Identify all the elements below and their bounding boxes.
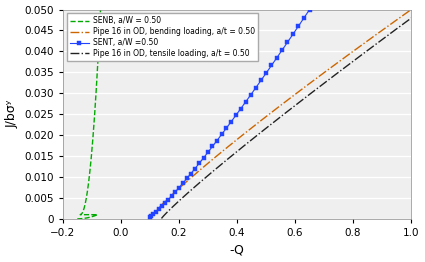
SENT, a/W =0.50 bbox=[162, 202, 167, 205]
Pipe 16 in OD, bending loading, a/t = 0.50 bbox=[245, 130, 250, 133]
SENT, a/W =0.50 bbox=[149, 214, 154, 217]
SENB, a/W = 0.50 bbox=[78, 217, 83, 220]
SENT, a/W =0.50 bbox=[233, 114, 238, 117]
SENT, a/W =0.50 bbox=[197, 162, 202, 165]
SENT, a/W =0.50 bbox=[159, 205, 164, 208]
Line: SENB, a/W = 0.50: SENB, a/W = 0.50 bbox=[77, 9, 100, 219]
SENT, a/W =0.50 bbox=[258, 79, 264, 82]
SENT, a/W =0.50 bbox=[169, 194, 174, 198]
SENT, a/W =0.50 bbox=[151, 212, 156, 216]
SENB, a/W = 0.50 bbox=[98, 8, 103, 11]
SENT, a/W =0.50 bbox=[253, 86, 258, 89]
SENT, a/W =0.50 bbox=[176, 186, 181, 189]
SENT, a/W =0.50 bbox=[193, 167, 198, 170]
SENT, a/W =0.50 bbox=[201, 156, 206, 159]
SENT, a/W =0.50 bbox=[153, 210, 159, 214]
Pipe 16 in OD, tensile loading, a/t = 0.50 bbox=[402, 22, 407, 25]
SENT, a/W =0.50 bbox=[210, 145, 215, 148]
SENT, a/W =0.50 bbox=[264, 72, 269, 75]
Pipe 16 in OD, bending loading, a/t = 0.50 bbox=[158, 205, 163, 208]
SENT, a/W =0.50 bbox=[243, 100, 248, 103]
Pipe 16 in OD, bending loading, a/t = 0.50 bbox=[282, 101, 287, 104]
Pipe 16 in OD, tensile loading, a/t = 0.50 bbox=[256, 132, 261, 135]
SENB, a/W = 0.50 bbox=[85, 192, 90, 195]
Pipe 16 in OD, tensile loading, a/t = 0.50 bbox=[159, 217, 164, 220]
Line: Pipe 16 in OD, bending loading, a/t = 0.50: Pipe 16 in OD, bending loading, a/t = 0.… bbox=[150, 9, 411, 218]
SENT, a/W =0.50 bbox=[274, 56, 279, 59]
X-axis label: -Q: -Q bbox=[230, 243, 244, 256]
Pipe 16 in OD, tensile loading, a/t = 0.50 bbox=[212, 168, 217, 171]
Y-axis label: J/bσʸ: J/bσʸ bbox=[6, 100, 19, 128]
Legend: SENB, a/W = 0.50, Pipe 16 in OD, bending loading, a/t = 0.50, SENT, a/W =0.50, P: SENB, a/W = 0.50, Pipe 16 in OD, bending… bbox=[67, 13, 258, 61]
SENT, a/W =0.50 bbox=[301, 16, 306, 19]
Pipe 16 in OD, tensile loading, a/t = 0.50 bbox=[210, 171, 215, 174]
Pipe 16 in OD, tensile loading, a/t = 0.50 bbox=[293, 103, 298, 107]
SENT, a/W =0.50 bbox=[224, 127, 229, 130]
SENB, a/W = 0.50 bbox=[75, 217, 80, 220]
SENT, a/W =0.50 bbox=[307, 8, 312, 11]
SENB, a/W = 0.50 bbox=[97, 28, 102, 31]
Pipe 16 in OD, tensile loading, a/t = 0.50 bbox=[420, 8, 425, 11]
SENT, a/W =0.50 bbox=[205, 151, 210, 154]
SENT, a/W =0.50 bbox=[215, 139, 220, 142]
Line: SENT, a/W =0.50: SENT, a/W =0.50 bbox=[147, 7, 312, 219]
SENT, a/W =0.50 bbox=[156, 208, 161, 211]
Line: Pipe 16 in OD, tensile loading, a/t = 0.50: Pipe 16 in OD, tensile loading, a/t = 0.… bbox=[162, 9, 423, 219]
SENT, a/W =0.50 bbox=[290, 33, 295, 36]
SENB, a/W = 0.50 bbox=[88, 216, 93, 219]
SENT, a/W =0.50 bbox=[184, 177, 190, 180]
Pipe 16 in OD, bending loading, a/t = 0.50 bbox=[409, 8, 414, 11]
SENB, a/W = 0.50 bbox=[80, 217, 85, 220]
Pipe 16 in OD, bending loading, a/t = 0.50 bbox=[201, 166, 206, 169]
SENT, a/W =0.50 bbox=[147, 215, 153, 218]
SENT, a/W =0.50 bbox=[188, 172, 193, 175]
Pipe 16 in OD, bending loading, a/t = 0.50 bbox=[147, 216, 153, 220]
SENT, a/W =0.50 bbox=[269, 64, 274, 67]
SENT, a/W =0.50 bbox=[280, 48, 285, 52]
SENT, a/W =0.50 bbox=[180, 182, 185, 185]
Pipe 16 in OD, bending loading, a/t = 0.50 bbox=[390, 21, 395, 24]
SENT, a/W =0.50 bbox=[248, 93, 253, 96]
SENT, a/W =0.50 bbox=[296, 25, 301, 28]
Pipe 16 in OD, bending loading, a/t = 0.50 bbox=[198, 168, 203, 171]
SENB, a/W = 0.50 bbox=[93, 104, 98, 107]
Pipe 16 in OD, tensile loading, a/t = 0.50 bbox=[169, 206, 174, 209]
SENT, a/W =0.50 bbox=[285, 41, 290, 44]
SENT, a/W =0.50 bbox=[173, 190, 178, 193]
SENT, a/W =0.50 bbox=[219, 133, 224, 136]
SENT, a/W =0.50 bbox=[166, 198, 171, 201]
SENT, a/W =0.50 bbox=[229, 120, 234, 123]
SENT, a/W =0.50 bbox=[238, 107, 244, 110]
